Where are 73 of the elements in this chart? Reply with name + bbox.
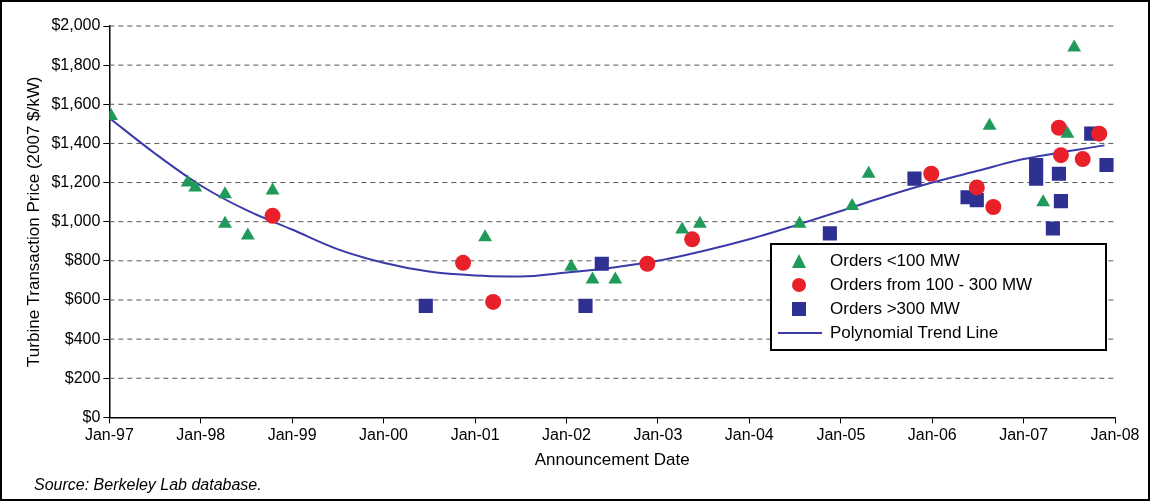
- y-tick-label: $600: [64, 290, 101, 308]
- legend-label: Orders from 100 - 300 MW: [830, 275, 1033, 295]
- y-tick-label: $1,200: [51, 172, 101, 190]
- point: [1045, 221, 1060, 236]
- x-tick-label: Jan-01: [450, 426, 500, 444]
- source-note: Source: Berkeley Lab database.: [34, 476, 262, 494]
- legend-label: Orders <100 MW: [830, 251, 960, 271]
- point: [675, 221, 690, 234]
- x-tick-label: Jan-98: [176, 426, 226, 444]
- point: [692, 215, 707, 228]
- point: [218, 215, 232, 228]
- x-tick-label: Jan-05: [816, 426, 866, 444]
- point: [1074, 151, 1091, 168]
- point: [1099, 157, 1114, 173]
- point: [188, 179, 203, 192]
- point: [1060, 125, 1075, 138]
- point: [1091, 125, 1108, 142]
- point: [594, 256, 609, 271]
- x-tick-label: Jan-07: [999, 426, 1049, 444]
- point: [1053, 194, 1068, 209]
- point: [1067, 39, 1082, 52]
- point: [455, 254, 472, 271]
- point: [478, 229, 493, 242]
- point: [265, 182, 280, 195]
- point: [564, 258, 579, 271]
- point: [792, 215, 807, 228]
- y-axis-title: Turbine Transaction Price (2007 $/kW): [23, 76, 43, 367]
- y-tick-label: $1,400: [51, 133, 101, 151]
- point: [485, 293, 502, 310]
- point: [822, 226, 837, 241]
- y-tick-label: $400: [64, 329, 101, 347]
- x-tick-label: Jan-99: [267, 426, 317, 444]
- point: [969, 193, 984, 208]
- x-tick-label: Jan-97: [84, 426, 134, 444]
- y-tick-label: $1,800: [51, 55, 101, 73]
- x-tick-label: Jan-02: [542, 426, 592, 444]
- x-tick-label: Jan-08: [1090, 426, 1140, 444]
- point: [1036, 194, 1051, 207]
- x-tick-label: Jan-06: [907, 426, 957, 444]
- x-tick-label: Jan-03: [633, 426, 683, 444]
- point: [418, 298, 433, 313]
- point: [907, 171, 922, 186]
- point: [684, 231, 701, 248]
- point: [923, 165, 940, 182]
- point: [1029, 171, 1044, 186]
- point: [1051, 166, 1066, 181]
- point: [861, 165, 876, 178]
- legend-label: Polynomial Trend Line: [830, 323, 999, 343]
- point: [264, 207, 281, 224]
- point: [639, 255, 656, 272]
- point: [1050, 119, 1067, 136]
- point: [578, 298, 593, 313]
- point: [1029, 157, 1044, 173]
- point: [240, 227, 255, 240]
- y-tick-label: $200: [64, 368, 101, 386]
- point: [845, 198, 860, 211]
- point: [982, 117, 997, 130]
- point: [585, 271, 600, 284]
- point: [180, 174, 195, 187]
- point: [968, 179, 985, 196]
- point: [218, 186, 232, 199]
- point: [985, 199, 1002, 216]
- y-tick-label: $2,000: [51, 16, 101, 34]
- x-axis-title: Announcement Date: [534, 450, 690, 470]
- x-tick-label: Jan-04: [724, 426, 774, 444]
- point: [1052, 147, 1069, 164]
- point: [608, 271, 623, 284]
- y-tick-label: $0: [82, 407, 101, 425]
- y-tick-label: $1,000: [51, 212, 101, 230]
- y-tick-label: $800: [64, 251, 101, 269]
- legend-label: Orders >300 MW: [830, 299, 960, 319]
- y-tick-label: $1,600: [51, 94, 101, 112]
- x-tick-label: Jan-00: [359, 426, 409, 444]
